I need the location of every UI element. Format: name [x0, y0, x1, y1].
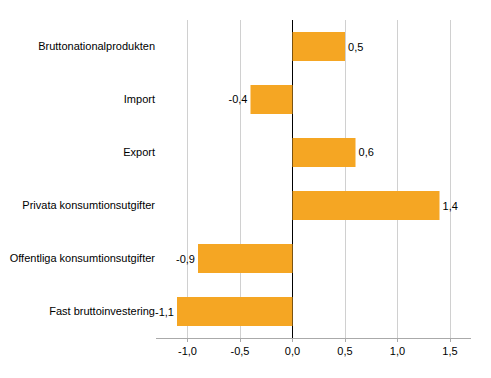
- svg-text:-1,0: -1,0: [178, 345, 197, 357]
- svg-text:Privata konsumtionsutgifter: Privata konsumtionsutgifter: [22, 199, 155, 211]
- svg-text:1,0: 1,0: [390, 345, 405, 357]
- svg-text:-0,5: -0,5: [231, 345, 250, 357]
- svg-text:-1,1: -1,1: [155, 306, 174, 318]
- svg-text:Export: Export: [123, 146, 155, 158]
- svg-text:Import: Import: [124, 93, 155, 105]
- svg-text:Offentliga konsumtionsutgifter: Offentliga konsumtionsutgifter: [10, 252, 156, 264]
- svg-text:0,0: 0,0: [285, 345, 300, 357]
- svg-text:-0,4: -0,4: [229, 93, 248, 105]
- svg-text:0,5: 0,5: [337, 345, 352, 357]
- svg-text:Bruttonationalprodukten: Bruttonationalprodukten: [38, 40, 155, 52]
- svg-text:-0,9: -0,9: [176, 253, 195, 265]
- svg-text:Fast bruttoinvestering: Fast bruttoinvestering: [49, 305, 155, 317]
- svg-text:0,5: 0,5: [348, 41, 363, 53]
- svg-text:1,5: 1,5: [442, 345, 457, 357]
- svg-text:0,6: 0,6: [359, 146, 374, 158]
- svg-text:1,4: 1,4: [443, 200, 458, 212]
